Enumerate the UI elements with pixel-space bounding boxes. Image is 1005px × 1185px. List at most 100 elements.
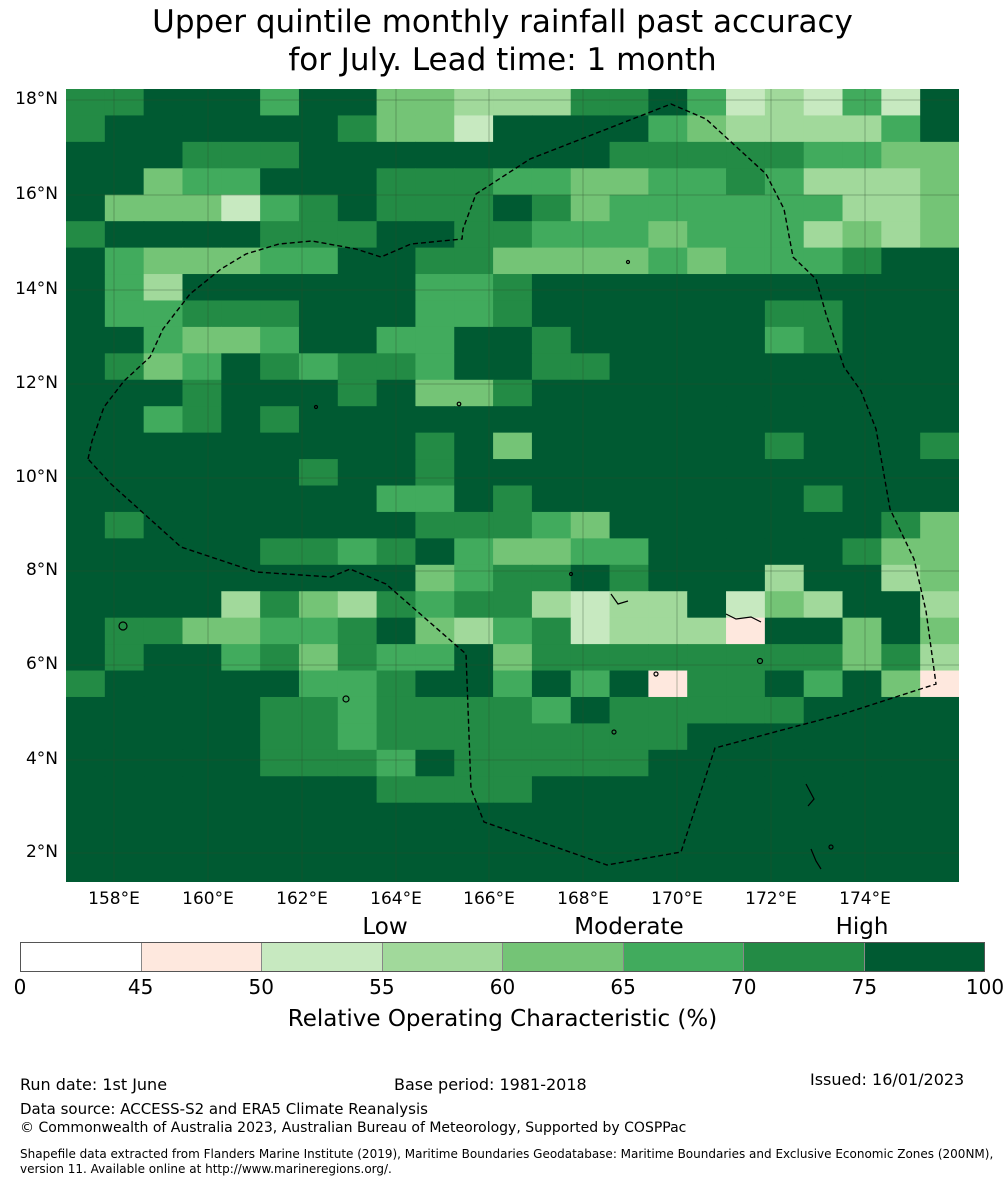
grid-cell bbox=[182, 89, 222, 117]
grid-cell bbox=[687, 511, 727, 539]
grid-cell bbox=[803, 247, 844, 275]
grid-cell bbox=[570, 485, 611, 513]
grid-cell bbox=[221, 459, 261, 487]
grid-cell bbox=[531, 749, 572, 777]
grid-cell bbox=[337, 564, 378, 592]
grid-cell bbox=[726, 300, 766, 328]
colorbar bbox=[20, 942, 985, 972]
grid-cell bbox=[143, 538, 184, 566]
grid-cell bbox=[66, 776, 106, 804]
grid-cell bbox=[803, 829, 844, 857]
grid-cell bbox=[493, 326, 533, 354]
grid-cell bbox=[298, 776, 339, 804]
grid-cell bbox=[493, 141, 533, 169]
grid-cell bbox=[221, 353, 261, 381]
accuracy-grid-cells bbox=[66, 89, 959, 882]
grid-cell bbox=[726, 89, 766, 117]
grid-cell bbox=[143, 141, 184, 169]
grid-cell bbox=[143, 221, 184, 249]
grid-cell bbox=[182, 379, 222, 407]
grid-cell bbox=[648, 89, 688, 117]
grid-cell bbox=[881, 221, 921, 249]
grid-cell bbox=[842, 274, 882, 302]
grid-cell bbox=[260, 274, 300, 302]
grid-cell bbox=[881, 326, 921, 354]
grid-cell bbox=[66, 89, 106, 117]
grid-cell bbox=[260, 591, 300, 619]
grid-cell bbox=[415, 274, 455, 302]
grid-cell bbox=[221, 538, 261, 566]
grid-cell bbox=[726, 723, 766, 751]
grid-cell bbox=[260, 459, 300, 487]
grid-cell bbox=[764, 723, 805, 751]
grid-cell bbox=[920, 326, 959, 354]
grid-cell bbox=[803, 168, 844, 196]
grid-cell bbox=[726, 538, 766, 566]
grid-cell bbox=[493, 802, 533, 830]
grid-cell bbox=[648, 326, 688, 354]
grid-cell bbox=[648, 485, 688, 513]
grid-cell bbox=[66, 802, 106, 830]
grid-cell bbox=[260, 723, 300, 751]
grid-cell bbox=[803, 89, 844, 117]
grid-cell bbox=[66, 644, 106, 672]
island-outlines bbox=[118, 259, 834, 870]
grid-cell bbox=[881, 829, 921, 857]
grid-cell bbox=[726, 194, 766, 222]
grid-cell bbox=[337, 326, 378, 354]
grid-cell bbox=[687, 644, 727, 672]
grid-cell bbox=[920, 432, 959, 460]
grid-cell bbox=[803, 274, 844, 302]
grid-cell bbox=[260, 776, 300, 804]
grid-cell bbox=[609, 723, 649, 751]
grid-cell bbox=[648, 459, 688, 487]
grid-cell bbox=[221, 776, 261, 804]
grid-cell bbox=[415, 749, 455, 777]
grid-cell bbox=[337, 749, 378, 777]
grid-cell bbox=[920, 459, 959, 487]
grid-cell bbox=[66, 432, 106, 460]
grid-cell bbox=[531, 829, 572, 857]
grid-cell bbox=[803, 221, 844, 249]
grid-cell bbox=[260, 696, 300, 724]
grid-cell bbox=[531, 564, 572, 592]
grid-cell bbox=[881, 432, 921, 460]
grid-cell bbox=[104, 485, 145, 513]
colorbar-tick-label: 75 bbox=[851, 975, 878, 999]
grid-cell bbox=[493, 564, 533, 592]
grid-cell bbox=[726, 617, 766, 645]
grid-cell bbox=[454, 670, 494, 698]
grid-cell bbox=[104, 274, 145, 302]
eez-boundary bbox=[87, 103, 937, 866]
longitude-label: 166°E bbox=[463, 889, 515, 909]
grid-cell bbox=[726, 353, 766, 381]
grid-cell bbox=[298, 485, 339, 513]
grid-cell bbox=[609, 829, 649, 857]
grid-cell bbox=[920, 776, 959, 804]
grid-cell bbox=[803, 406, 844, 434]
grid-cell bbox=[298, 829, 339, 857]
grid-cell bbox=[920, 617, 959, 645]
grid-cell bbox=[687, 406, 727, 434]
grid-cell bbox=[570, 221, 611, 249]
grid-cell bbox=[337, 855, 378, 882]
grid-cell bbox=[609, 406, 649, 434]
colorbar-segment bbox=[382, 943, 503, 971]
grid-cell bbox=[764, 221, 805, 249]
grid-cell bbox=[415, 459, 455, 487]
grid-cell bbox=[104, 723, 145, 751]
grid-cell bbox=[764, 274, 805, 302]
grid-cell bbox=[531, 459, 572, 487]
grid-cell bbox=[726, 644, 766, 672]
colorbar-segment bbox=[744, 943, 865, 971]
grid-cell bbox=[842, 749, 882, 777]
grid-cell bbox=[143, 485, 184, 513]
grid-cell bbox=[842, 353, 882, 381]
grid-cell bbox=[531, 247, 572, 275]
grid-cell bbox=[337, 644, 378, 672]
grid-cell bbox=[881, 406, 921, 434]
grid-cell bbox=[337, 221, 378, 249]
grid-cell bbox=[648, 829, 688, 857]
grid-cell bbox=[842, 89, 882, 117]
longitude-label: 160°E bbox=[182, 889, 234, 909]
